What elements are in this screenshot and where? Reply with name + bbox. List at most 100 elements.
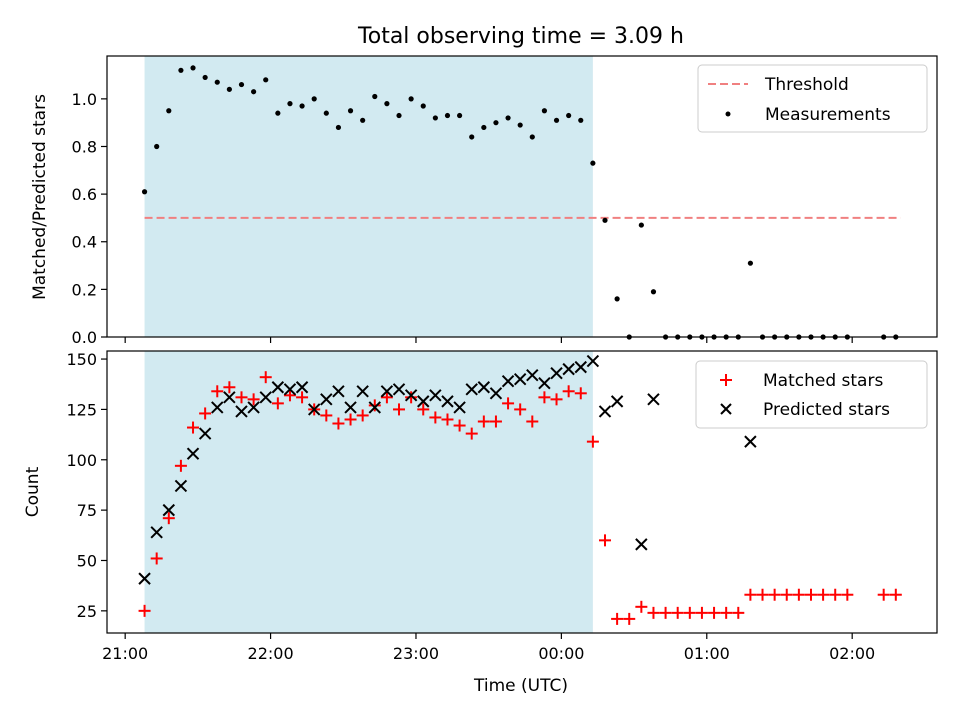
measurement-point (505, 115, 511, 121)
bottom-panel: 25 50 75 100 125 150 21:00 22:00 23:00 00:00 01:0… (23, 350, 938, 696)
matched-star-point (817, 588, 830, 601)
x-tick-label: 02:00 (829, 644, 875, 663)
bottom-legend-box (695, 360, 928, 429)
matched-star-point (223, 381, 236, 394)
matched-star-point (526, 415, 539, 428)
top-plot-frame (106, 55, 938, 338)
matched-star-point (271, 397, 284, 410)
measurement-point (251, 89, 257, 95)
bottom-y-tick-label: 100 (66, 451, 97, 470)
legend-measurements-swatch (725, 111, 731, 117)
measurement-point (311, 96, 317, 102)
matched-star-point (320, 409, 333, 422)
predicted-star-point (150, 526, 163, 539)
matched-star-point (889, 588, 902, 601)
predicted-star-point (586, 354, 600, 368)
measurement-point (650, 289, 657, 295)
predicted-star-point (647, 393, 660, 406)
predicted-star-point (429, 389, 442, 402)
matched-star-point (562, 385, 575, 398)
matched-star-point (671, 606, 684, 619)
top-y-tick-label: 1.0 (72, 90, 97, 109)
measurement-point (347, 108, 354, 114)
predicted-star-point (283, 383, 297, 396)
matched-star-point (514, 403, 527, 416)
matched-star-point (162, 512, 175, 525)
predicted-star-point (320, 393, 333, 406)
matched-star-point (768, 588, 781, 601)
predicted-star-point (489, 387, 503, 400)
matched-star-point (138, 604, 151, 617)
top-x-axis-ticks (124, 337, 853, 343)
legend-predicted-label: Predicted stars (763, 400, 890, 420)
matched-star-point (502, 397, 515, 410)
measurement-point (578, 117, 584, 123)
measurement-point (481, 124, 487, 131)
matched-star-point (708, 606, 721, 619)
matched-star-point (417, 403, 430, 416)
legend-matched-swatch (720, 374, 732, 386)
measurement-point (408, 96, 414, 102)
measurement-point (602, 217, 608, 223)
predicted-star-point (538, 377, 551, 390)
measurement-point (275, 110, 281, 116)
predicted-star-point (562, 362, 575, 376)
matched-star-point (380, 391, 393, 404)
matched-star-point (780, 588, 793, 601)
matched-star-point (720, 606, 733, 619)
x-tick-label: 00:00 (538, 644, 584, 663)
top-panel: 0.0 0.2 0.4 0.6 0.8 1.0 Matched/Predicted sta… (30, 55, 938, 347)
measurement-point (214, 79, 220, 85)
bottom-y-tick-label: 150 (66, 350, 97, 369)
measurement-point (638, 222, 644, 228)
top-y-tick-label: 0.6 (72, 185, 97, 204)
matched-star-point (659, 606, 672, 619)
measurement-point (493, 120, 499, 126)
legend-predicted-swatch (720, 403, 732, 415)
top-y-tick-label: 0.0 (72, 328, 97, 347)
measurement-point (384, 101, 390, 107)
predicted-star-point (550, 366, 563, 380)
matched-star-point (574, 387, 587, 400)
measurement-point (335, 124, 342, 131)
top-y-axis-label: Matched/Predicted stars (30, 94, 50, 300)
measurement-point (614, 296, 620, 302)
legend-measurements-label: Measurements (765, 105, 891, 125)
measurement-point (190, 65, 196, 71)
predicted-star-point (453, 401, 466, 414)
matched-star-point (187, 421, 200, 434)
measurement-point (299, 103, 305, 109)
predicted-star-point (223, 391, 236, 404)
bottom-y-axis-label: Count (23, 466, 43, 517)
observing-span-shade-top (144, 56, 593, 337)
bottom-y-tick-label: 125 (66, 400, 97, 419)
measurement-point (323, 110, 329, 116)
predicted-star-point (344, 401, 357, 414)
predicted-star-point (380, 385, 394, 398)
matched-star-point (683, 606, 696, 619)
matched-star-point (489, 415, 502, 428)
bottom-y-tick-label: 50 (77, 551, 97, 570)
predicted-star-point (186, 447, 200, 460)
matched-star-point (829, 588, 842, 601)
matched-star-point (211, 385, 224, 398)
predicted-star-point (635, 538, 648, 551)
predicted-star-point (465, 383, 478, 396)
matched-star-point (877, 588, 890, 601)
predicted-star-point (307, 403, 321, 416)
measurement-point (444, 112, 451, 119)
observing-span-shade-bottom (144, 351, 593, 633)
predicted-star-point (574, 360, 587, 374)
matched-star-point (465, 427, 478, 440)
matched-star-point (356, 409, 369, 422)
measurement-point (287, 101, 293, 107)
matched-star-point (599, 534, 611, 547)
predicted-star-point (513, 372, 527, 386)
measurements-points (141, 65, 899, 340)
measurement-point (541, 108, 548, 114)
predicted-star-point (404, 389, 418, 402)
matched-stars-points (138, 371, 902, 625)
matched-star-point (393, 403, 406, 416)
matched-star-point (792, 588, 805, 601)
matched-star-point (841, 588, 854, 601)
